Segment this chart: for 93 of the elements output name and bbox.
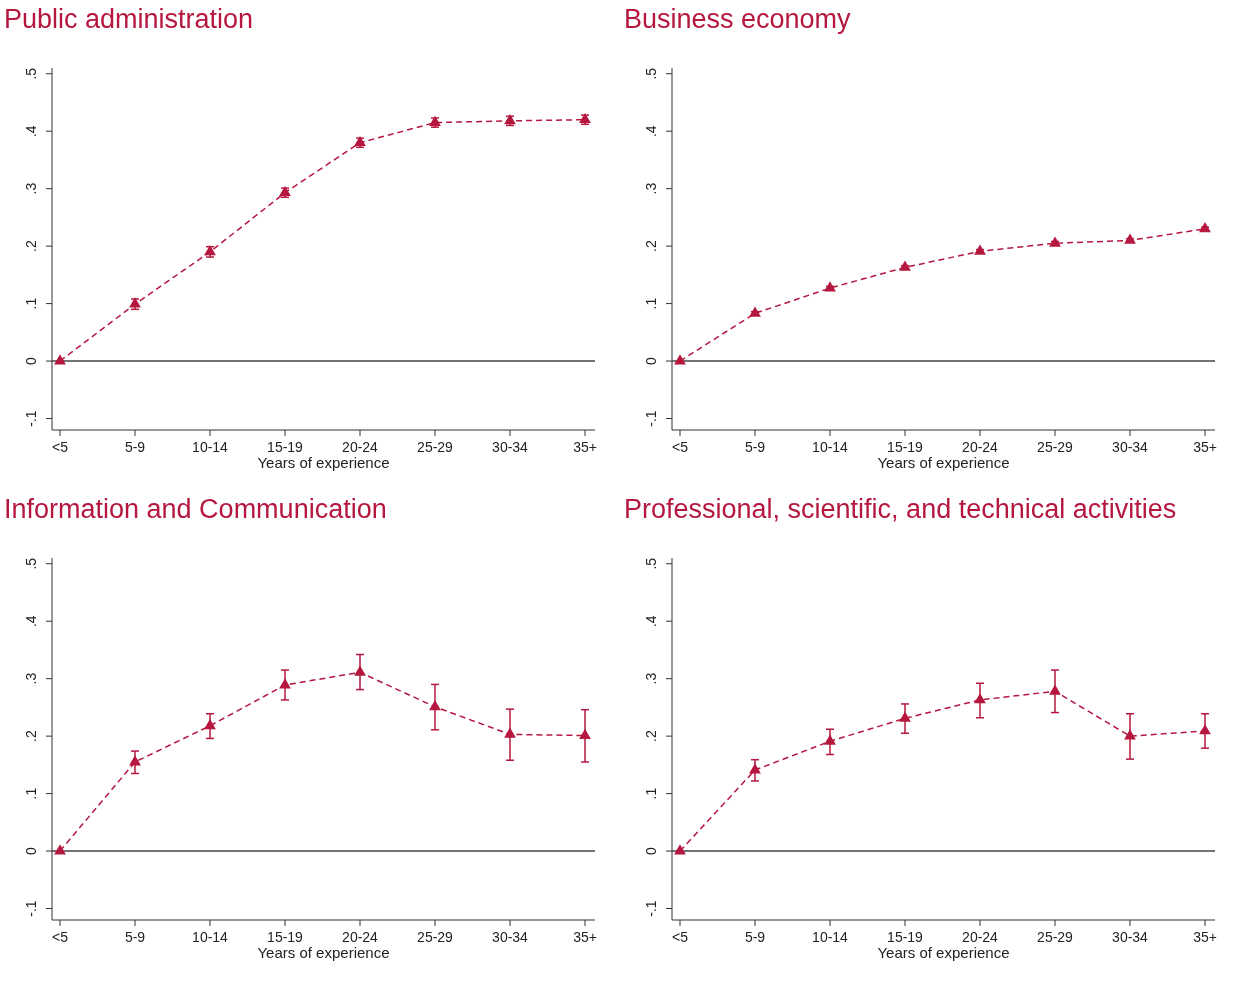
point — [1199, 724, 1211, 735]
point — [129, 755, 141, 766]
y-tick-label: .1 — [23, 297, 39, 310]
x-tick-label: 30-34 — [492, 929, 529, 945]
y-tick-label: .4 — [643, 125, 659, 138]
y-tick-label: .5 — [23, 557, 39, 570]
y-tick-label: .4 — [23, 615, 39, 628]
y-tick-label: .3 — [643, 182, 659, 195]
x-tick-label: 5-9 — [124, 439, 146, 455]
y-tick-label: .3 — [643, 672, 659, 685]
x-tick-label: 30-34 — [1112, 439, 1149, 455]
chart-title: Information and Communication — [4, 494, 387, 524]
chart-title: Public administration — [4, 4, 254, 34]
y-tick-label: -.1 — [23, 410, 39, 427]
x-axis-title: Years of experience — [877, 454, 1010, 471]
x-tick-label: 15-19 — [887, 929, 924, 945]
y-tick-label: .2 — [643, 730, 659, 742]
point — [1049, 236, 1061, 247]
y-tick-label: .2 — [23, 730, 39, 742]
x-tick-label: 20-24 — [962, 439, 999, 455]
point — [749, 306, 761, 317]
point — [429, 700, 441, 711]
point — [674, 354, 686, 365]
x-axis-title: Years of experience — [877, 944, 1010, 961]
x-tick-label: 30-34 — [1112, 929, 1149, 945]
x-tick-label: 20-24 — [962, 929, 999, 945]
chart-title: Business economy — [624, 4, 852, 34]
y-tick-label: .3 — [23, 182, 39, 195]
y-tick-label: -.1 — [643, 410, 659, 427]
y-tick-label: .4 — [643, 615, 659, 628]
x-tick-label: 25-29 — [1037, 929, 1074, 945]
point — [974, 693, 986, 704]
point — [279, 678, 291, 689]
y-tick-label: .1 — [643, 787, 659, 800]
y-tick-label: .5 — [643, 67, 659, 80]
point — [54, 354, 66, 365]
x-tick-label: <5 — [52, 439, 69, 455]
x-tick-label: 10-14 — [812, 929, 849, 945]
point — [824, 281, 836, 292]
point — [899, 260, 911, 271]
x-tick-label: 10-14 — [812, 439, 849, 455]
point — [974, 244, 986, 255]
point — [54, 844, 66, 855]
x-tick-label: 25-29 — [417, 929, 454, 945]
x-tick-label: 25-29 — [417, 439, 454, 455]
y-tick-label: 0 — [643, 356, 659, 365]
x-tick-label: 5-9 — [744, 439, 766, 455]
x-tick-label: 20-24 — [342, 439, 379, 455]
point — [1049, 684, 1061, 695]
y-tick-label: -.1 — [643, 900, 659, 917]
y-tick-label: .5 — [23, 67, 39, 80]
point — [824, 734, 836, 745]
x-tick-label: 5-9 — [744, 929, 766, 945]
point — [1199, 222, 1211, 233]
y-tick-label: 0 — [643, 846, 659, 855]
x-axis-title: Years of experience — [257, 944, 390, 961]
y-tick-label: .1 — [643, 297, 659, 310]
x-tick-label: <5 — [672, 439, 689, 455]
point — [1124, 729, 1136, 740]
x-tick-label: 35+ — [573, 439, 597, 455]
y-tick-label: .2 — [643, 240, 659, 252]
y-tick-label: .4 — [23, 125, 39, 138]
x-tick-label: 35+ — [1193, 929, 1217, 945]
point — [749, 763, 761, 774]
x-tick-label: 25-29 — [1037, 439, 1074, 455]
y-tick-label: .5 — [643, 557, 659, 570]
y-tick-label: 0 — [23, 846, 39, 855]
x-axis-title: Years of experience — [257, 454, 390, 471]
x-tick-label: <5 — [672, 929, 689, 945]
point — [674, 844, 686, 855]
x-tick-label: 15-19 — [887, 439, 924, 455]
y-tick-label: .3 — [23, 672, 39, 685]
chart-title: Professional, scientific, and technical activities — [624, 494, 1177, 524]
point — [204, 718, 216, 730]
x-tick-label: 20-24 — [342, 929, 379, 945]
y-tick-label: -.1 — [23, 900, 39, 917]
y-tick-label: .2 — [23, 240, 39, 252]
x-tick-label: 35+ — [1193, 439, 1217, 455]
point — [504, 727, 516, 738]
x-tick-label: 15-19 — [267, 439, 304, 455]
x-tick-label: 15-19 — [267, 929, 304, 945]
x-tick-label: 35+ — [573, 929, 597, 945]
x-tick-label: 5-9 — [124, 929, 146, 945]
y-tick-label: .1 — [23, 787, 39, 800]
x-tick-label: 30-34 — [492, 439, 529, 455]
point — [579, 728, 591, 739]
point — [899, 711, 911, 722]
x-tick-label: <5 — [52, 929, 69, 945]
point — [354, 665, 366, 676]
x-tick-label: 10-14 — [192, 929, 229, 945]
point — [1124, 233, 1136, 244]
x-tick-label: 10-14 — [192, 439, 229, 455]
y-tick-label: 0 — [23, 356, 39, 365]
